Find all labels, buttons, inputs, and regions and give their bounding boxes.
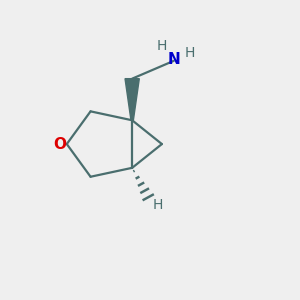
Polygon shape xyxy=(125,79,139,120)
Text: H: H xyxy=(185,46,195,60)
Text: H: H xyxy=(157,39,167,53)
Text: O: O xyxy=(53,136,66,152)
Text: N: N xyxy=(167,52,180,67)
Text: H: H xyxy=(152,198,163,212)
